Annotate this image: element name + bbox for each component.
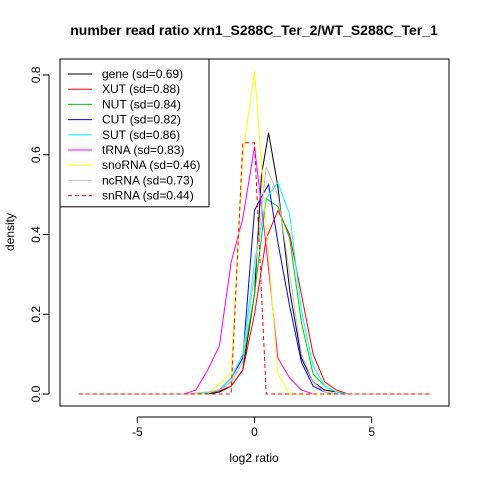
x-tick-label: -5 [132,425,143,439]
legend-label: tRNA (sd=0.83) [102,143,184,157]
legend-label: gene (sd=0.69) [102,67,183,81]
legend-box [59,58,210,208]
series-line-xut [78,209,431,395]
y-axis: 0.0 0.2 0.4 0.6 0.8 [29,66,50,402]
legend-label: NUT (sd=0.84) [102,97,181,111]
x-tick-label: 0 [251,425,258,439]
legend-label: SUT (sd=0.86) [102,128,180,142]
legend: gene (sd=0.69)XUT (sd=0.88)NUT (sd=0.84)… [59,58,210,208]
legend-label: snRNA (sd=0.44) [102,189,194,203]
series-line-snrna [78,142,431,395]
x-tick-label: 5 [368,425,375,439]
legend-label: CUT (sd=0.82) [102,113,181,127]
y-tick-label: 0.6 [29,146,43,163]
series-line-nut [78,197,431,395]
x-axis-label: log2 ratio [229,451,279,465]
legend-label: XUT (sd=0.88) [102,82,180,96]
series-layer [78,70,431,395]
y-tick-label: 0.2 [29,306,43,323]
y-tick-label: 0.8 [29,66,43,83]
plot-area [59,58,450,407]
chart-title: number read ratio xrn1_S288C_Ter_2/WT_S2… [70,22,438,38]
x-axis: -5 0 5 [132,416,375,439]
series-line-ncrna [78,166,431,395]
y-axis-label: density [3,213,17,251]
y-tick-label: 0.4 [29,226,43,243]
y-tick-label: 0.0 [29,385,43,402]
legend-label: snoRNA (sd=0.46) [102,158,200,172]
legend-label: ncRNA (sd=0.73) [102,173,194,187]
series-line-gene [78,132,431,395]
